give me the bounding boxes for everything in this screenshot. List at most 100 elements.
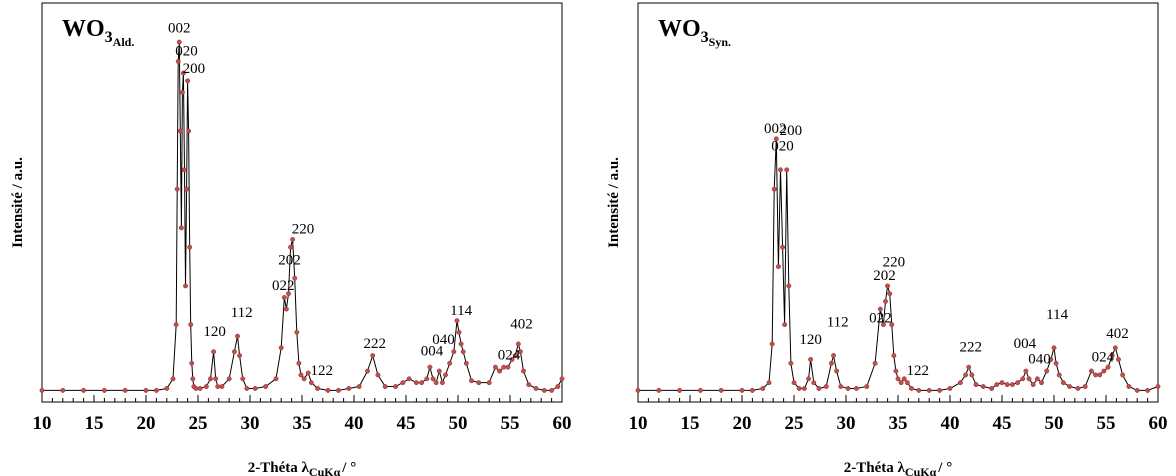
data-point — [904, 380, 910, 386]
data-point — [170, 376, 176, 382]
data-point — [515, 341, 521, 347]
data-point — [1039, 380, 1044, 386]
peak-label-222: 222 — [960, 340, 983, 356]
data-point — [816, 386, 822, 391]
peak-label-112: 112 — [231, 305, 253, 321]
x-tick-label: 35 — [293, 413, 312, 434]
x-axis-label-main: 2-Théta λ — [844, 460, 906, 476]
data-point — [305, 370, 311, 376]
data-point — [555, 384, 561, 389]
data-point — [1145, 387, 1151, 393]
data-point — [885, 283, 891, 289]
peak-label-114: 114 — [450, 303, 472, 319]
sample-title: WO3Ald. — [62, 16, 134, 49]
x-axis-label-sub: CuKα — [905, 465, 937, 476]
data-point — [1053, 360, 1059, 366]
sample-subscript-tag: Syn. — [709, 35, 731, 49]
data-point — [786, 283, 792, 289]
data-point — [891, 353, 897, 359]
data-point — [176, 39, 182, 45]
data-point — [213, 376, 219, 382]
data-point — [427, 364, 433, 370]
data-point — [290, 237, 296, 242]
data-point — [526, 382, 532, 388]
data-point — [957, 380, 963, 386]
data-point — [505, 364, 511, 370]
data-point — [877, 306, 883, 312]
data-point — [173, 322, 179, 328]
xrd-chart-wo3-ald: 10 15 20 25 30 35 40 45 50 55 60 2-Théta λCuKα / ° In… — [10, 2, 572, 476]
x-tick-label: 25 — [189, 413, 208, 434]
x-tick-label: 30 — [837, 413, 856, 434]
data-point — [237, 353, 243, 359]
data-point — [838, 384, 844, 389]
xrd-chart-wo3-syn: 10 15 20 25 30 35 40 45 50 55 60 2-Théta λCuKα / ° In… — [606, 2, 1168, 476]
data-point — [771, 186, 777, 192]
peak-label-122: 122 — [311, 363, 334, 379]
data-point — [281, 295, 287, 300]
data-point — [796, 386, 802, 391]
data-point — [179, 89, 185, 95]
data-point — [433, 380, 439, 386]
x-axis-label-unit: / ° — [341, 460, 356, 476]
x-axis-label: 2-Théta λCuKα / ° — [844, 460, 952, 476]
peak-label-024: 024 — [1092, 349, 1115, 365]
x-tick-label: 25 — [785, 413, 804, 434]
data-point — [186, 128, 192, 134]
data-point — [187, 244, 193, 250]
data-point — [486, 380, 492, 386]
data-point — [39, 387, 45, 393]
x-axis: 10 15 20 25 30 35 40 45 50 55 60 — [629, 395, 1168, 434]
data-point — [180, 70, 186, 76]
data-point — [1023, 368, 1029, 374]
data-point — [1004, 382, 1010, 388]
data-point — [788, 360, 794, 366]
data-point — [244, 386, 250, 391]
sample-formula: WO — [62, 16, 105, 42]
x-tick-label: 20 — [733, 413, 752, 434]
data-point — [436, 368, 442, 374]
data-point — [454, 318, 460, 324]
data-point — [909, 386, 914, 391]
x-tick-label: 40 — [345, 413, 364, 434]
data-point — [801, 386, 807, 391]
data-point — [497, 368, 503, 374]
data-point — [901, 376, 907, 382]
data-point — [916, 387, 922, 393]
data-point — [883, 298, 888, 304]
peak-label-220: 220 — [292, 222, 315, 238]
data-point — [1116, 356, 1121, 362]
data-point — [174, 186, 180, 192]
data-point — [1093, 372, 1099, 378]
peak-label-020: 020 — [771, 138, 794, 154]
peak-label-120: 120 — [203, 324, 226, 340]
x-axis-label-main: 2-Théta λ — [248, 460, 310, 476]
peak-label-020: 020 — [175, 44, 198, 60]
peak-label-040: 040 — [1028, 351, 1051, 367]
data-point — [1026, 376, 1032, 382]
data-point — [189, 360, 195, 366]
data-point — [286, 291, 291, 297]
data-point — [439, 380, 445, 386]
data-point — [635, 387, 641, 393]
data-point — [183, 283, 188, 289]
x-tick-label: 40 — [941, 413, 960, 434]
data-point — [766, 380, 772, 386]
data-point — [153, 387, 159, 393]
x-axis-label-unit: / ° — [937, 460, 952, 476]
data-point — [780, 244, 786, 250]
data-point — [1044, 368, 1050, 374]
data-point — [541, 387, 547, 393]
data-point — [185, 78, 191, 84]
data-point — [273, 376, 279, 382]
data-point — [1030, 382, 1036, 388]
data-point — [375, 372, 381, 378]
x-tick-label: 45 — [397, 413, 416, 434]
data-point — [430, 376, 436, 382]
data-point — [188, 322, 194, 328]
data-point — [235, 333, 240, 339]
peak-label-122: 122 — [907, 363, 930, 379]
data-point — [443, 372, 448, 378]
data-point — [240, 376, 246, 382]
data-point — [973, 382, 979, 388]
